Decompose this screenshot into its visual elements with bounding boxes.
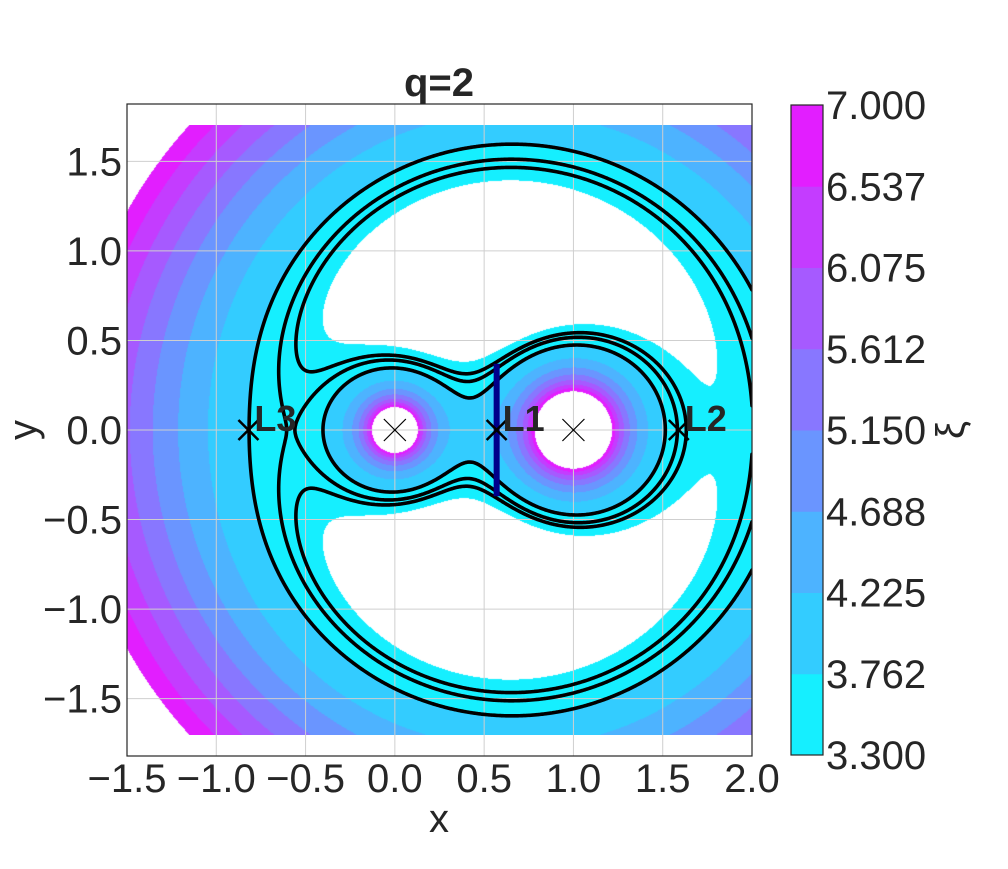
lagrange-marker	[667, 419, 690, 441]
lagrange-marker	[237, 419, 260, 441]
y-tick-label: −1.0	[43, 588, 122, 632]
contour-line	[294, 165, 752, 695]
lagrange-label: L2	[685, 398, 727, 439]
plot-frame	[126, 103, 753, 757]
colorbar-tick-label: 6.537	[826, 165, 926, 209]
y-tick-label: 1.0	[66, 230, 122, 274]
colorbar-label: ξ	[929, 421, 973, 439]
x-tick-label: −1.0	[177, 757, 256, 801]
x-tick-labels: −1.5 −1.0 −0.5 0.0 0.5 1.0 1.5 2.0	[88, 757, 780, 801]
colorbar-tick-label: 5.612	[826, 328, 926, 372]
chart-title: q=2	[404, 61, 474, 105]
colorbar-band	[791, 511, 823, 593]
y-tick-label: 0.0	[66, 409, 122, 453]
lagrange-marker	[485, 419, 508, 441]
y-tick-label: −0.5	[43, 499, 122, 543]
lagrange-label: L1	[503, 398, 545, 439]
x-tick-label: 1.0	[546, 757, 602, 801]
colorbar-band	[791, 673, 823, 756]
colorbar-tick-label: 3.762	[826, 653, 926, 697]
y-tick-label: −1.5	[43, 678, 122, 722]
colorbar-band	[791, 186, 823, 268]
y-tick-labels: −1.5 −1.0 −0.5 0.0 0.5 1.0 1.5	[43, 140, 122, 721]
colorbar-frame	[790, 104, 824, 756]
contour-lines	[247, 142, 752, 718]
colorbar-band	[791, 430, 823, 512]
colorbar-tick-label: 3.300	[826, 734, 926, 778]
colorbar-band	[791, 267, 823, 350]
colorbar-tick-label: 6.075	[826, 247, 926, 291]
mass-marker	[562, 418, 585, 442]
x-axis-label: x	[429, 797, 449, 841]
x-tick-label: 2.0	[724, 757, 780, 801]
contour-line	[276, 157, 752, 703]
x-tick-label: 0.5	[456, 757, 512, 801]
mass-marker	[383, 418, 407, 442]
lagrange-label: L3	[254, 398, 296, 439]
colorbar-band	[791, 592, 823, 675]
markers: L1 L2 L3	[237, 398, 727, 442]
x-tick-label: 0.0	[367, 757, 423, 801]
colorbar-band	[791, 348, 823, 431]
colorbar-tick-label: 4.225	[826, 572, 926, 616]
y-tick-label: 1.5	[66, 140, 122, 184]
y-tick-label: 0.5	[66, 319, 122, 363]
contour-line	[247, 142, 752, 718]
x-tick-label: 1.5	[635, 757, 691, 801]
x-tick-label: −1.5	[88, 757, 167, 801]
colorbar-band	[791, 105, 823, 187]
colorbar-tick-label: 7.000	[826, 84, 926, 128]
colorbar-tick-label: 5.150	[826, 409, 926, 453]
colorbar: 3.300 3.762 4.225 4.688 5.150 5.612 6.075 6.537…	[790, 84, 926, 778]
x-tick-label: −0.5	[266, 757, 345, 801]
colorbar-tick-label: 4.688	[826, 490, 926, 534]
y-axis-label: y	[1, 420, 45, 440]
